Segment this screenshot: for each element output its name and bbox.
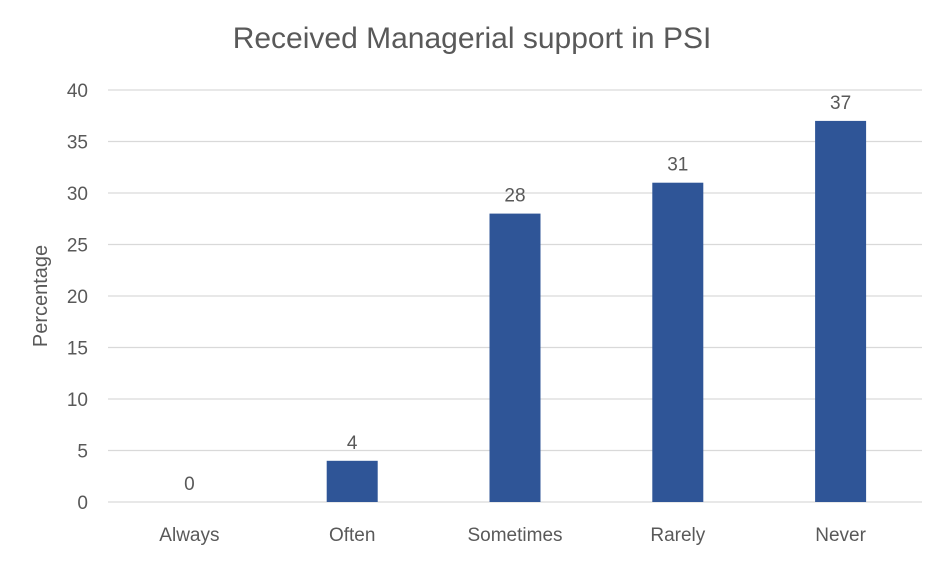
- y-tick-label: 5: [77, 442, 88, 463]
- x-tick-label: Always: [159, 525, 219, 546]
- y-tick-label: 20: [67, 287, 88, 308]
- y-tick-label: 40: [67, 81, 88, 102]
- chart-title: Received Managerial support in PSI: [233, 22, 712, 55]
- x-tick-label: Never: [815, 525, 866, 546]
- y-tick-label: 15: [67, 339, 88, 360]
- bar-often: [326, 460, 378, 502]
- y-tick-label: 35: [67, 133, 88, 154]
- data-label: 28: [504, 186, 525, 207]
- bar-never: [815, 120, 867, 503]
- y-tick-label: 10: [67, 390, 88, 411]
- y-tick-label: 25: [67, 236, 88, 257]
- data-label: 0: [184, 474, 195, 495]
- x-tick-label: Sometimes: [467, 525, 562, 546]
- y-axis-label: Percentage: [30, 245, 52, 347]
- data-label: 4: [347, 433, 358, 454]
- x-tick-label: Rarely: [650, 525, 705, 546]
- y-tick-label: 0: [77, 493, 88, 514]
- y-tick-label: 30: [67, 184, 88, 205]
- x-tick-label: Often: [329, 525, 375, 546]
- bar-sometimes: [489, 213, 541, 502]
- data-label: 31: [667, 155, 688, 176]
- data-label: 37: [830, 93, 851, 114]
- bar-rarely: [652, 182, 704, 502]
